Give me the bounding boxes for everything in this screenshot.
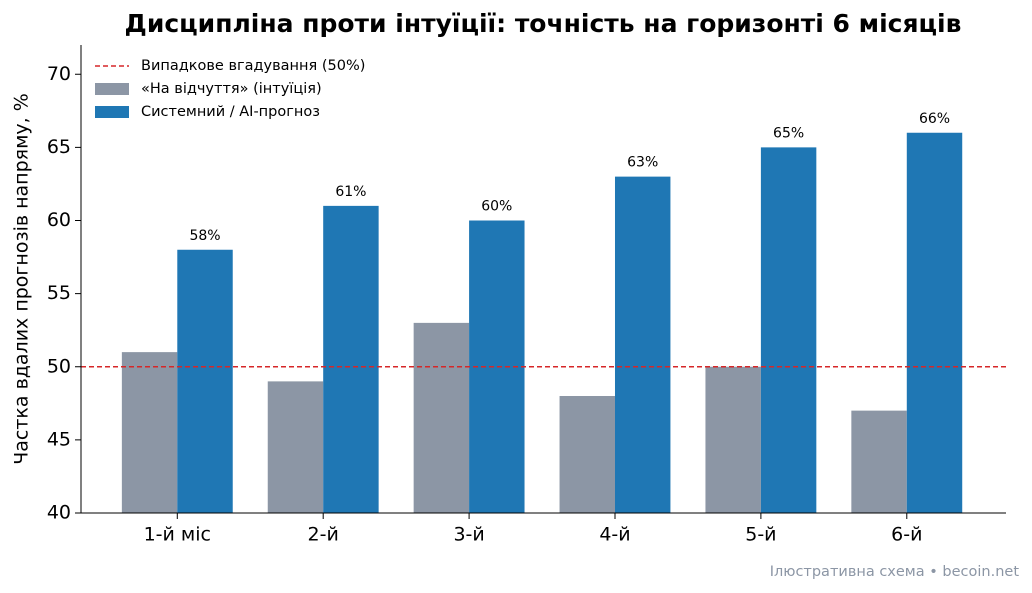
bar	[267, 381, 324, 513]
y-axis-label: Частка вдалих прогнозів напряму, %	[11, 93, 33, 465]
footer: Ілюстративна схема • becoin.net	[770, 564, 1020, 580]
value-label: 58%	[189, 228, 220, 244]
value-label: 65%	[773, 125, 804, 141]
bar	[121, 352, 178, 513]
value-label: 66%	[919, 111, 950, 127]
y-tick-label: 50	[47, 355, 71, 377]
y-tick-label: 65	[47, 136, 71, 158]
legend-label: Системний / AI-прогноз	[141, 104, 320, 120]
value-label: 60%	[481, 199, 512, 215]
x-tick-label: 1-й міс	[144, 524, 211, 546]
value-label: 61%	[335, 184, 366, 200]
y-tick-label: 60	[47, 209, 71, 231]
bar	[760, 147, 817, 513]
bar	[323, 205, 379, 513]
value-label: 63%	[627, 155, 658, 171]
y-tick-label: 40	[47, 502, 71, 524]
bar	[614, 176, 671, 513]
legend-swatch	[95, 83, 129, 95]
bar	[906, 132, 963, 513]
x-tick-label: 2-й	[308, 524, 339, 546]
bar	[559, 396, 615, 513]
y-tick-label: 45	[47, 428, 71, 450]
y-tick-label: 70	[47, 63, 71, 85]
bar	[705, 366, 761, 513]
y-tick-label: 55	[47, 282, 71, 304]
x-tick-label: 4-й	[599, 524, 630, 546]
chart-title: Дисципліна проти інтуїції: точність на г…	[125, 9, 962, 38]
bar	[413, 322, 470, 513]
bar	[177, 249, 233, 513]
legend-label: «На відчуття» (інтуїція)	[141, 81, 322, 97]
bar	[851, 410, 907, 513]
x-tick-label: 3-й	[453, 524, 484, 546]
legend-swatch	[95, 106, 129, 118]
legend-label: Випадкове вгадування (50%)	[141, 58, 365, 74]
x-tick-label: 6-й	[891, 524, 922, 546]
x-tick-label: 5-й	[745, 524, 776, 546]
